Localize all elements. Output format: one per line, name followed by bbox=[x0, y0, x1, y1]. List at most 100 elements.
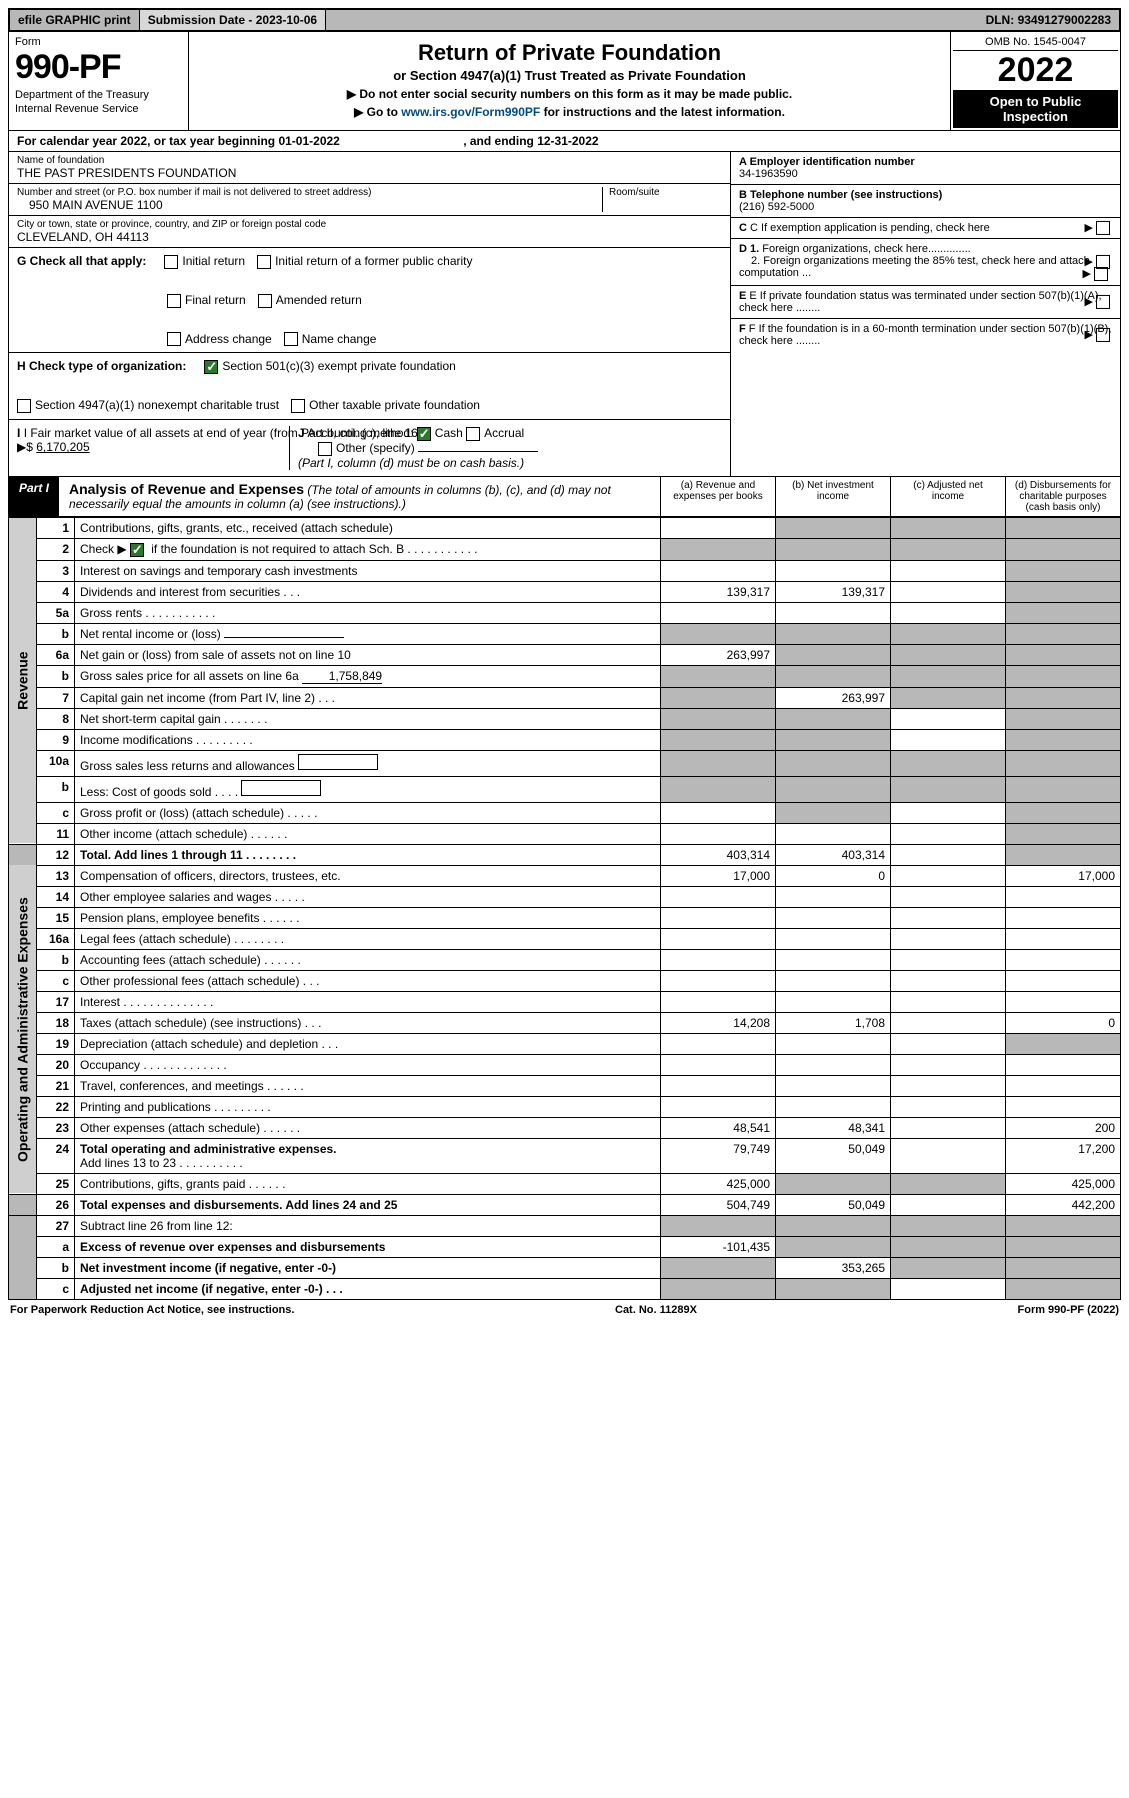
row-24: 24Total operating and administrative exp… bbox=[9, 1138, 1121, 1173]
part1-label: Part I bbox=[9, 477, 59, 516]
dept-treasury: Department of the Treasury bbox=[15, 89, 182, 101]
row-16b: bAccounting fees (attach schedule) . . .… bbox=[9, 949, 1121, 970]
header-mid: Return of Private Foundation or Section … bbox=[189, 32, 950, 130]
footer-catno: Cat. No. 11289X bbox=[615, 1304, 697, 1316]
form-header: Form 990-PF Department of the Treasury I… bbox=[8, 32, 1121, 131]
cb-final-return[interactable] bbox=[167, 294, 181, 308]
row-27a: aExcess of revenue over expenses and dis… bbox=[9, 1236, 1121, 1257]
submission-date: Submission Date - 2023-10-06 bbox=[140, 10, 326, 30]
city-cell: City or town, state or province, country… bbox=[9, 216, 730, 248]
address-cell: Number and street (or P.O. box number if… bbox=[9, 184, 730, 216]
row-27c: cAdjusted net income (if negative, enter… bbox=[9, 1278, 1121, 1299]
part1-header: Part I Analysis of Revenue and Expenses … bbox=[8, 477, 1121, 517]
col-a-head: (a) Revenue and expenses per books bbox=[660, 477, 775, 516]
form-title: Return of Private Foundation bbox=[195, 40, 944, 66]
row-5a: 5aGross rents . . . . . . . . . . . bbox=[9, 602, 1121, 623]
row-16a: 16aLegal fees (attach schedule) . . . . … bbox=[9, 928, 1121, 949]
ein-cell: A Employer identification number 34-1963… bbox=[731, 152, 1120, 185]
row-10b: bLess: Cost of goods sold . . . . bbox=[9, 776, 1121, 802]
row-10c: cGross profit or (loss) (attach schedule… bbox=[9, 802, 1121, 823]
irs-link[interactable]: www.irs.gov/Form990PF bbox=[401, 105, 540, 119]
calendar-year-row: For calendar year 2022, or tax year begi… bbox=[8, 131, 1121, 152]
cb-4947a1[interactable] bbox=[17, 399, 31, 413]
col-d-head: (d) Disbursements for charitable purpose… bbox=[1005, 477, 1120, 516]
cb-501c3[interactable] bbox=[204, 360, 218, 374]
row-11: 11Other income (attach schedule) . . . .… bbox=[9, 823, 1121, 844]
form-subtitle: or Section 4947(a)(1) Trust Treated as P… bbox=[195, 68, 944, 83]
section-c: C C If exemption application is pending,… bbox=[731, 218, 1120, 239]
row-23: 23Other expenses (attach schedule) . . .… bbox=[9, 1117, 1121, 1138]
row-21: 21Travel, conferences, and meetings . . … bbox=[9, 1075, 1121, 1096]
header-right: OMB No. 1545-0047 2022 Open to Public In… bbox=[950, 32, 1120, 130]
cb-status-terminated[interactable] bbox=[1096, 295, 1110, 309]
row-13: Operating and Administrative Expenses 13… bbox=[9, 865, 1121, 886]
foundation-name-cell: Name of foundation THE PAST PRESIDENTS F… bbox=[9, 152, 730, 184]
cb-foreign-org[interactable] bbox=[1096, 255, 1110, 269]
row-5b: bNet rental income or (loss) bbox=[9, 623, 1121, 644]
cb-initial-former[interactable] bbox=[257, 255, 271, 269]
row-1: Revenue 1 Contributions, gifts, grants, … bbox=[9, 517, 1121, 538]
spacer bbox=[326, 10, 977, 30]
cb-sch-b[interactable] bbox=[130, 543, 144, 557]
top-bar: efile GRAPHIC print Submission Date - 20… bbox=[8, 8, 1121, 32]
row-8: 8Net short-term capital gain . . . . . .… bbox=[9, 708, 1121, 729]
page-footer: For Paperwork Reduction Act Notice, see … bbox=[8, 1300, 1121, 1320]
row-18: 18Taxes (attach schedule) (see instructi… bbox=[9, 1012, 1121, 1033]
cb-name-change[interactable] bbox=[284, 332, 298, 346]
part1-title: Analysis of Revenue and Expenses (The to… bbox=[59, 477, 660, 516]
row-25: 25Contributions, gifts, grants paid . . … bbox=[9, 1173, 1121, 1194]
header-left: Form 990-PF Department of the Treasury I… bbox=[9, 32, 189, 130]
sidelabel-revenue: Revenue bbox=[9, 517, 37, 844]
cb-60-month[interactable] bbox=[1096, 328, 1110, 342]
cb-accrual[interactable] bbox=[466, 427, 480, 441]
row-20: 20Occupancy . . . . . . . . . . . . . bbox=[9, 1054, 1121, 1075]
row-7: 7Capital gain net income (from Part IV, … bbox=[9, 687, 1121, 708]
open-public: Open to Public Inspection bbox=[953, 90, 1118, 128]
cb-cash[interactable] bbox=[417, 427, 431, 441]
col-b-head: (b) Net investment income bbox=[775, 477, 890, 516]
row-14: 14Other employee salaries and wages . . … bbox=[9, 886, 1121, 907]
part1-colheads: (a) Revenue and expenses per books (b) N… bbox=[660, 477, 1120, 516]
tax-year: 2022 bbox=[953, 51, 1118, 90]
cb-initial-return[interactable] bbox=[164, 255, 178, 269]
cb-other-method[interactable] bbox=[318, 442, 332, 456]
info-left: Name of foundation THE PAST PRESIDENTS F… bbox=[9, 152, 730, 476]
info-table: Name of foundation THE PAST PRESIDENTS F… bbox=[8, 152, 1121, 477]
dln: DLN: 93491279002283 bbox=[978, 10, 1119, 30]
cb-exemption-pending[interactable] bbox=[1096, 221, 1110, 235]
section-h: H Check type of organization: Section 50… bbox=[9, 353, 730, 420]
row-3: 3Interest on savings and temporary cash … bbox=[9, 560, 1121, 581]
row-15: 15Pension plans, employee benefits . . .… bbox=[9, 907, 1121, 928]
row-2: 2 Check ▶ if the foundation is not requi… bbox=[9, 538, 1121, 560]
row-27: 27Subtract line 26 from line 12: bbox=[9, 1215, 1121, 1236]
efile-label: efile GRAPHIC print bbox=[10, 10, 140, 30]
cb-amended-return[interactable] bbox=[258, 294, 272, 308]
row-27b: bNet investment income (if negative, ent… bbox=[9, 1257, 1121, 1278]
section-f: F F If the foundation is in a 60-month t… bbox=[731, 319, 1120, 351]
form-label: Form bbox=[15, 36, 182, 48]
revenue-expense-table: Revenue 1 Contributions, gifts, grants, … bbox=[8, 517, 1121, 1300]
cb-other-taxable[interactable] bbox=[291, 399, 305, 413]
row-6b: bGross sales price for all assets on lin… bbox=[9, 665, 1121, 687]
form-number: 990-PF bbox=[15, 48, 182, 87]
tel-cell: B Telephone number (see instructions) (2… bbox=[731, 185, 1120, 218]
row-26: 26Total expenses and disbursements. Add … bbox=[9, 1194, 1121, 1215]
cb-address-change[interactable] bbox=[167, 332, 181, 346]
section-d: D 1. Foreign organizations, check here..… bbox=[731, 239, 1120, 286]
footer-formref: Form 990-PF (2022) bbox=[1018, 1304, 1119, 1316]
footer-paperwork: For Paperwork Reduction Act Notice, see … bbox=[10, 1304, 294, 1316]
info-right: A Employer identification number 34-1963… bbox=[730, 152, 1120, 476]
section-i: I I Fair market value of all assets at e… bbox=[9, 420, 730, 476]
row-16c: cOther professional fees (attach schedul… bbox=[9, 970, 1121, 991]
row-19: 19Depreciation (attach schedule) and dep… bbox=[9, 1033, 1121, 1054]
row-9: 9Income modifications . . . . . . . . . bbox=[9, 729, 1121, 750]
col-c-head: (c) Adjusted net income bbox=[890, 477, 1005, 516]
row-12: 12Total. Add lines 1 through 11 . . . . … bbox=[9, 844, 1121, 865]
row-22: 22Printing and publications . . . . . . … bbox=[9, 1096, 1121, 1117]
dept-irs: Internal Revenue Service bbox=[15, 103, 182, 115]
cb-foreign-85[interactable] bbox=[1094, 267, 1108, 281]
omb-number: OMB No. 1545-0047 bbox=[953, 34, 1118, 51]
sidelabel-expenses: Operating and Administrative Expenses bbox=[9, 865, 37, 1194]
instr-ssn: ▶ Do not enter social security numbers o… bbox=[195, 87, 944, 101]
row-17: 17Interest . . . . . . . . . . . . . . bbox=[9, 991, 1121, 1012]
